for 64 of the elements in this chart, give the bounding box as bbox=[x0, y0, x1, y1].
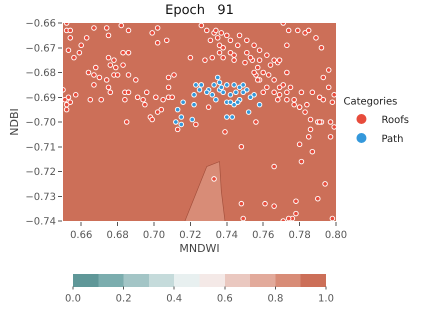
point bbox=[213, 96, 219, 102]
point bbox=[204, 90, 210, 96]
point bbox=[240, 82, 246, 88]
color-bar-label: 0.0 bbox=[65, 294, 81, 304]
point bbox=[234, 99, 240, 105]
point bbox=[224, 82, 230, 88]
point bbox=[224, 114, 230, 120]
point bbox=[236, 84, 242, 90]
x-tick-label: 0.72 bbox=[179, 230, 202, 241]
point bbox=[256, 102, 262, 108]
x-tick-label: 0.76 bbox=[252, 230, 274, 241]
point bbox=[240, 90, 246, 96]
point bbox=[198, 82, 204, 88]
x-tick-label: 0.68 bbox=[106, 230, 129, 241]
y-tick-label: −0.68 bbox=[25, 68, 56, 79]
point bbox=[251, 92, 257, 98]
x-tick-label: 0.80 bbox=[324, 230, 348, 241]
y-tick-label: −0.70 bbox=[25, 118, 56, 128]
color-bar-label: 1.0 bbox=[318, 294, 334, 304]
point bbox=[209, 92, 215, 98]
x-tick-label: 0.66 bbox=[70, 230, 92, 241]
point bbox=[228, 92, 234, 98]
y-tick-label: −0.71 bbox=[25, 142, 56, 154]
point bbox=[216, 80, 222, 86]
point bbox=[244, 87, 250, 93]
point bbox=[180, 99, 186, 105]
point bbox=[191, 92, 197, 98]
point bbox=[233, 90, 239, 96]
point bbox=[220, 90, 226, 96]
x-axis-title: MNDWI bbox=[179, 242, 220, 256]
color-bar-label: 0.6 bbox=[216, 294, 233, 304]
color-bar-label: 0.8 bbox=[267, 294, 284, 304]
point bbox=[231, 82, 237, 88]
legend-label: Path bbox=[381, 134, 404, 145]
y-tick-label: −0.74 bbox=[25, 216, 56, 228]
point bbox=[178, 122, 184, 128]
y-tick-label: −0.72 bbox=[25, 167, 56, 178]
y-axis-title: NDBI bbox=[8, 108, 21, 136]
point bbox=[193, 82, 199, 88]
point bbox=[214, 74, 220, 80]
x-tick-label: 0.78 bbox=[288, 230, 311, 241]
legend-label: Roofs bbox=[381, 114, 409, 126]
color-bar-label: 0.4 bbox=[166, 294, 182, 304]
point bbox=[191, 102, 197, 108]
point bbox=[174, 106, 180, 112]
color-bar-label: 0.2 bbox=[116, 294, 132, 304]
point bbox=[228, 99, 234, 105]
point bbox=[248, 94, 254, 100]
y-tick-label: −0.69 bbox=[25, 92, 56, 104]
x-tick-label: 0.70 bbox=[142, 230, 166, 241]
point bbox=[246, 109, 252, 115]
point bbox=[230, 114, 236, 120]
y-tick-label: −0.73 bbox=[25, 192, 56, 203]
point bbox=[178, 114, 184, 120]
legend-title: Categories bbox=[343, 96, 398, 108]
point bbox=[218, 84, 224, 90]
chart-title: Epoch 91 bbox=[165, 2, 234, 18]
point bbox=[189, 116, 195, 122]
x-tick-label: 0.74 bbox=[216, 230, 238, 241]
y-tick-label: −0.67 bbox=[25, 43, 56, 54]
point bbox=[173, 119, 179, 125]
point bbox=[211, 82, 217, 88]
y-tick-label: −0.66 bbox=[25, 18, 56, 30]
point bbox=[196, 87, 202, 93]
